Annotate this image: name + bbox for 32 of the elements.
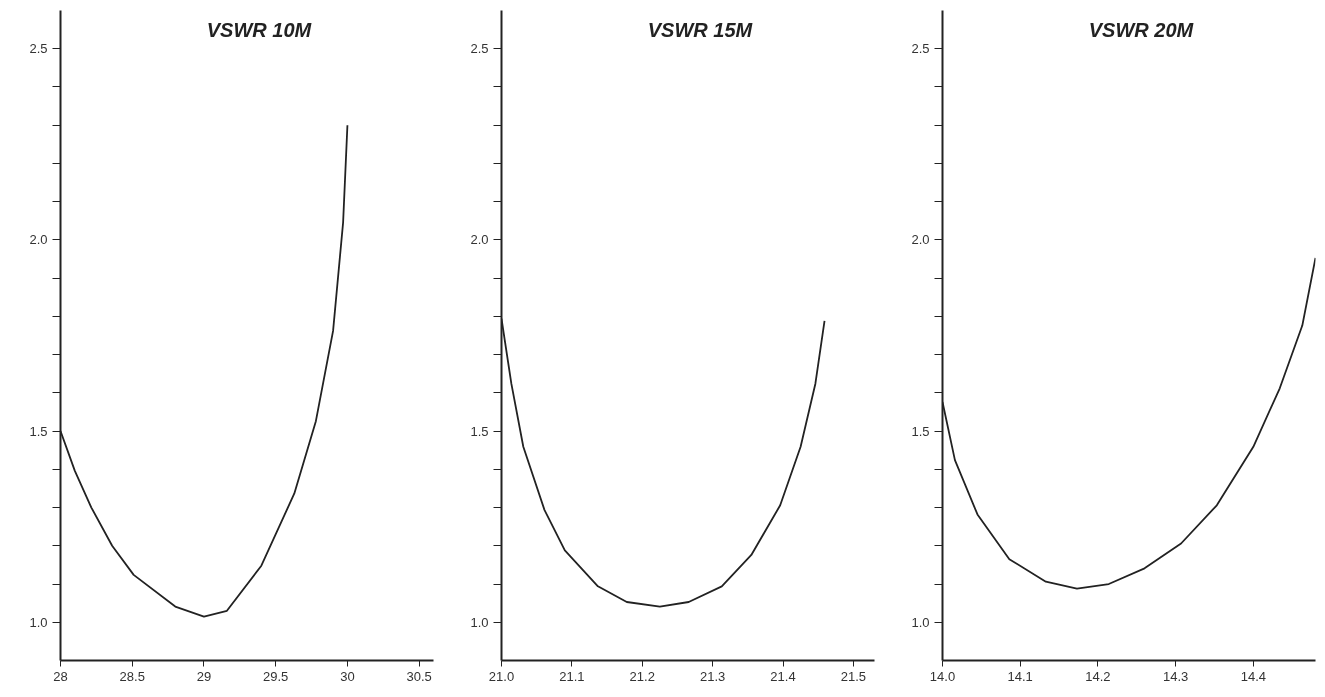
x-tick-label: 21.3 [699,668,726,684]
y-tick-label: 2.5 [470,41,489,57]
x-tick-label: 30 [340,668,355,684]
x-tick-label: 14.1 [1007,668,1033,684]
x-tick-label: 14.4 [1240,668,1266,684]
y-tick-label: 1.5 [470,423,489,439]
chart-title: VSWR 15M [647,18,754,41]
x-tick-label: 29.5 [263,668,289,684]
x-tick-label: 29 [196,668,212,684]
x-tick-label: 14.0 [929,668,956,684]
y-tick-label: 1.5 [29,423,48,439]
y-tick-label: 1.0 [470,614,489,630]
x-tick-label: 21.4 [770,668,796,684]
y-tick-label: 2.5 [911,41,930,57]
x-tick-label: 21.5 [840,668,867,684]
y-tick-label: 2.0 [470,232,489,248]
chart-title: VSWR 10M [206,18,313,41]
y-tick-label: 2.0 [29,232,48,248]
x-tick-label: 14.2 [1085,668,1111,684]
y-tick-label: 1.0 [29,614,48,630]
y-tick-label: 2.0 [911,232,930,248]
chart-title: VSWR 20M [1088,18,1195,41]
x-tick-label: 30.5 [406,668,432,684]
x-tick-label: 21.1 [559,668,585,684]
y-tick-label: 1.0 [911,614,930,630]
y-tick-label: 1.5 [911,423,930,439]
x-tick-label: 28 [53,668,68,684]
x-tick-label: 21.2 [629,668,655,684]
x-tick-label: 14.3 [1162,668,1189,684]
x-tick-label: 28.5 [119,668,145,684]
y-tick-label: 2.5 [29,41,48,57]
x-tick-label: 21.0 [488,668,515,684]
